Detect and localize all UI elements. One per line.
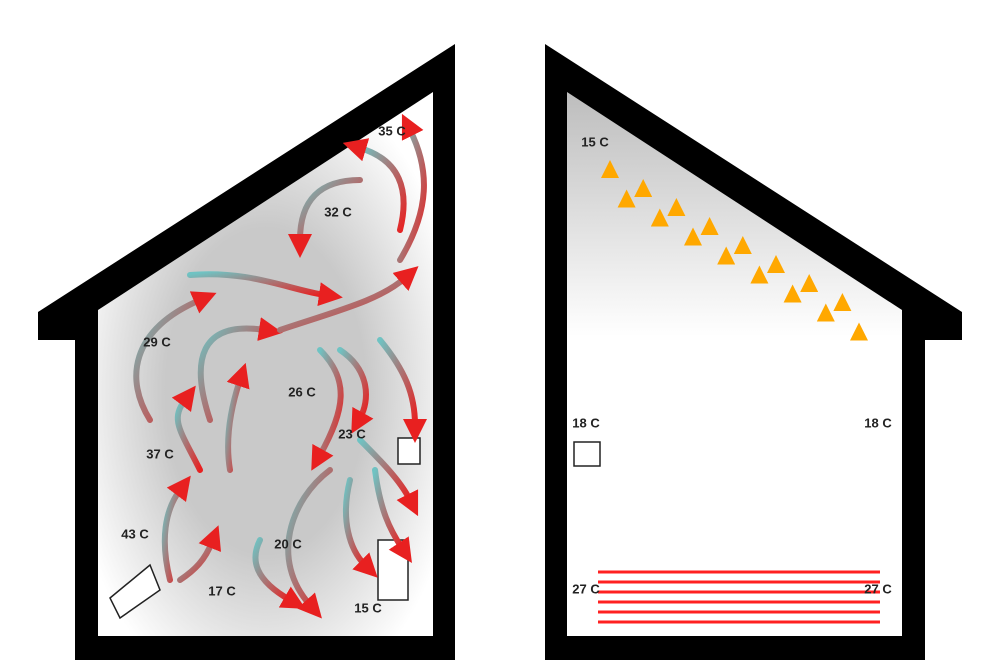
temperature-label: 15 C: [354, 600, 382, 615]
air-current: [288, 177, 363, 258]
temperature-label: 43 C: [121, 526, 149, 541]
air-current: [197, 317, 283, 423]
temperature-label: 20 C: [274, 536, 302, 551]
temperature-label: 37 C: [146, 446, 174, 461]
air-current: [357, 437, 419, 517]
temperature-label: 27 C: [572, 581, 600, 596]
air-current: [133, 291, 217, 423]
air-current: [342, 477, 378, 578]
temperature-label: 26 C: [288, 384, 316, 399]
air-current: [252, 537, 306, 609]
room-right: [567, 92, 902, 636]
air-current: [225, 362, 250, 473]
temperature-label: 35 C: [378, 123, 406, 138]
temperature-label: 18 C: [864, 415, 892, 430]
air-current: [277, 266, 419, 333]
air-current: [342, 138, 407, 233]
temperature-label: 15 C: [581, 134, 609, 149]
temperature-label: 27 C: [864, 581, 892, 596]
temperature-label: 17 C: [208, 583, 236, 598]
air-current: [171, 385, 203, 473]
air-current: [311, 347, 344, 471]
arrows: [133, 113, 880, 624]
temperature-label: 23 C: [338, 426, 366, 441]
air-current: [372, 467, 412, 563]
air-current: [177, 525, 222, 583]
temperature-label: 32 C: [324, 204, 352, 219]
labels: 35 C 32 C 29 C 26 C 23 C 37 C 43 C 20 C 17 C 15 C…: [121, 123, 892, 615]
air-current: [187, 271, 343, 307]
temperature-label: 29 C: [143, 334, 171, 349]
air-current: [161, 475, 191, 583]
temperature-label: 18 C: [572, 415, 600, 430]
air-current: [397, 113, 427, 263]
air-current: [337, 347, 374, 434]
air-current: [377, 337, 427, 443]
